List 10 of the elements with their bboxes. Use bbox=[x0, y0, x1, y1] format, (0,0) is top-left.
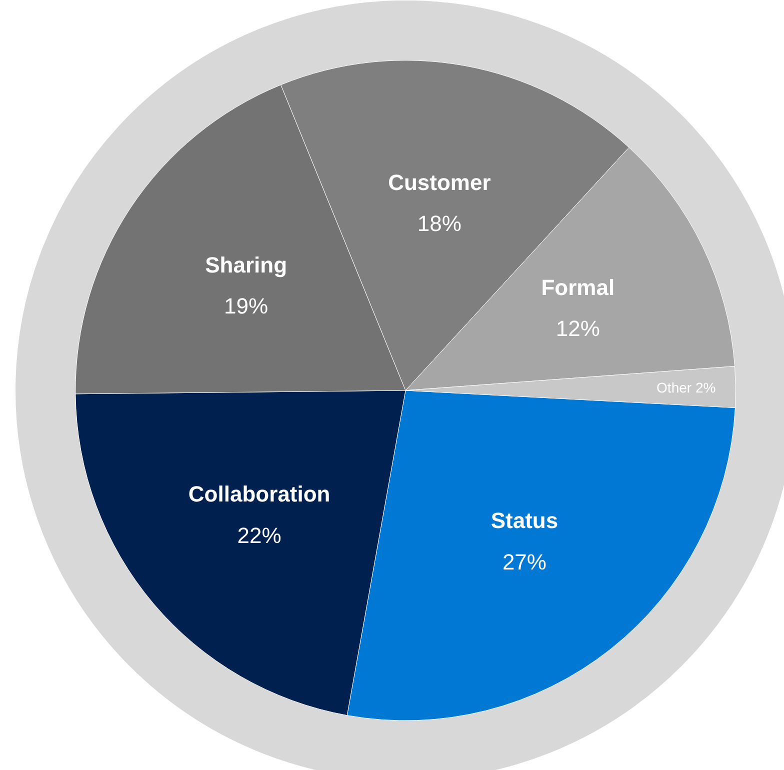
slice-label: Collaboration bbox=[188, 482, 330, 507]
data-label: 18% bbox=[417, 211, 462, 236]
data-label: 19% bbox=[224, 294, 268, 319]
slice-label: Customer bbox=[388, 170, 492, 195]
slice-label: Sharing bbox=[205, 252, 288, 278]
data-label: 27% bbox=[502, 549, 546, 574]
data-label: 12% bbox=[556, 316, 600, 342]
slice-label: Status bbox=[490, 508, 558, 534]
data-label: 22% bbox=[237, 522, 282, 548]
slice-label: Formal bbox=[541, 274, 615, 300]
